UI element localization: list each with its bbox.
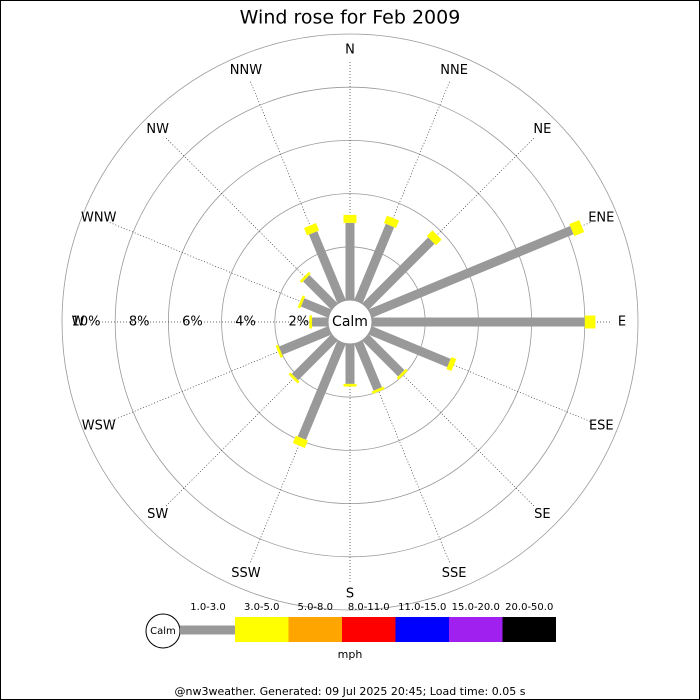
legend-swatch — [288, 617, 342, 642]
legend-swatch — [502, 617, 556, 642]
direction-label: NNE — [440, 63, 468, 78]
bar-segment — [308, 231, 346, 304]
bar-segment — [299, 271, 311, 283]
bar-segment — [362, 237, 435, 310]
legend-label: 11.0-15.0 — [398, 602, 446, 613]
bar-segment — [304, 223, 320, 236]
legend-swatch — [235, 617, 289, 642]
bar-segment — [368, 225, 574, 318]
bar-segment — [297, 295, 306, 309]
bar-segment — [371, 386, 385, 394]
grid-ring — [61, 33, 639, 611]
legend-swatch — [342, 617, 396, 642]
direction-label: E — [618, 315, 626, 330]
legend-label: 1.0-3.0 — [190, 602, 225, 613]
calm-label: Calm — [332, 314, 368, 330]
bar-segment — [303, 275, 338, 310]
r-tick-label: 2% — [288, 315, 309, 330]
r-tick-label: 6% — [182, 315, 203, 330]
bar-segment — [288, 372, 300, 384]
calm-circle — [327, 299, 373, 345]
direction-label: N — [345, 43, 355, 58]
direction-label: SW — [147, 507, 168, 522]
r-tick-label: 10% — [72, 315, 101, 330]
legend-label: 5.0-8.0 — [298, 602, 333, 613]
bar-segment — [362, 334, 405, 377]
direction-label: ESE — [589, 419, 614, 434]
bar-segment — [297, 340, 346, 440]
direction-label: WSW — [82, 419, 116, 434]
legend-label: 15.0-20.0 — [452, 602, 500, 613]
direction-label: NW — [146, 122, 169, 137]
legend-swatch — [449, 617, 503, 642]
legend-calm-label: Calm — [150, 626, 176, 637]
r-tick-label: 4% — [235, 315, 256, 330]
chart-title: Wind rose for Feb 2009 — [240, 7, 461, 29]
direction-label: SE — [534, 507, 550, 522]
legend-label: 3.0-5.0 — [244, 602, 279, 613]
bar-segment — [278, 326, 332, 355]
bar-segment — [291, 334, 338, 381]
bar-segment — [569, 220, 585, 237]
legend-label: 8.0-11.0 — [348, 602, 390, 613]
bar-segment — [354, 340, 382, 391]
units: mph — [338, 648, 363, 661]
direction-label: W — [72, 315, 85, 330]
direction-label: NNW — [230, 63, 262, 78]
bar-segment — [383, 215, 400, 228]
bar-segment — [275, 344, 284, 358]
r-tick-label: 8% — [129, 315, 150, 330]
bar-segment — [368, 326, 451, 368]
legend-swatch — [395, 617, 449, 642]
direction-label: SSE — [442, 566, 467, 581]
legend-label: 20.0-50.0 — [505, 602, 553, 613]
bar-segment — [446, 356, 457, 372]
bar-segment — [300, 298, 332, 318]
direction-label: SSW — [231, 566, 261, 581]
bar-segment — [426, 230, 442, 246]
spoke — [109, 222, 330, 314]
direction-label: ENE — [588, 210, 614, 225]
bar-segment — [292, 435, 308, 449]
footer: @nw3weather. Generated: 09 Jul 2025 20:4… — [175, 685, 526, 698]
direction-label: NE — [533, 122, 551, 137]
direction-label: WNW — [81, 210, 117, 225]
direction-label: S — [346, 587, 354, 602]
bar-segment — [354, 223, 395, 304]
bar-segment — [396, 368, 408, 380]
